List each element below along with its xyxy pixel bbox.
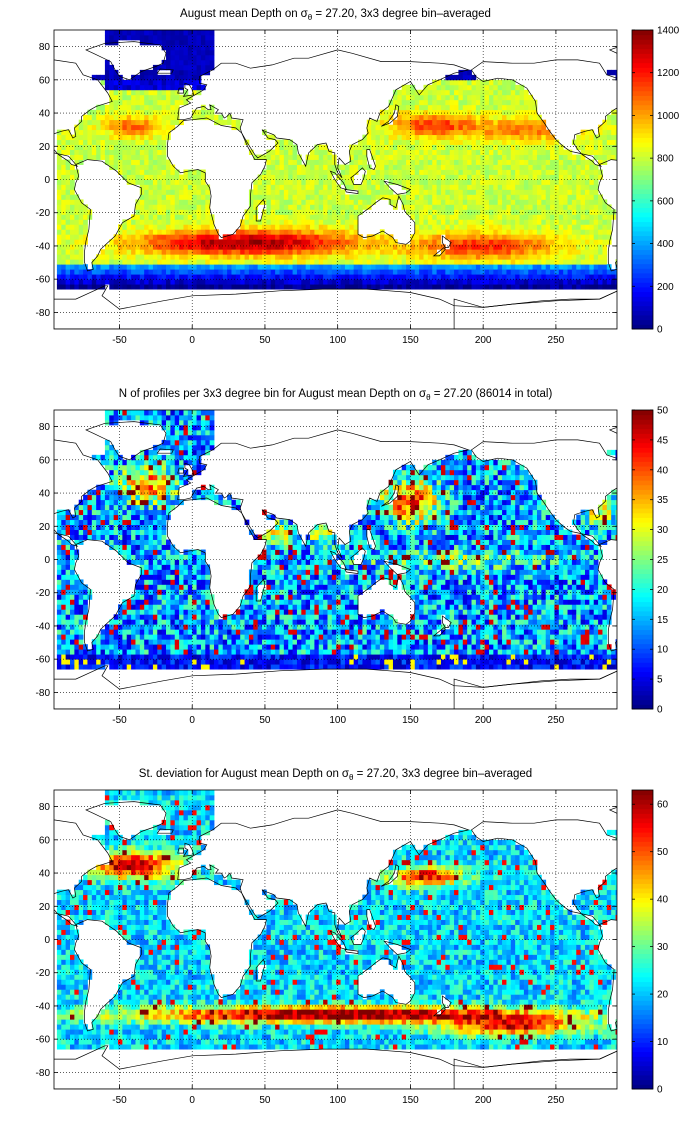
x-tick-label: 200 xyxy=(475,715,492,726)
x-tick-label: 50 xyxy=(259,715,271,726)
colorbar-tick-label: 1000 xyxy=(657,111,680,122)
y-tick-label: 60 xyxy=(39,75,51,86)
heatmap-cells xyxy=(56,410,617,670)
y-tick-label: 20 xyxy=(39,142,51,153)
colorbar: 0 5 10 15 20 25 30 35 40 45 50 xyxy=(631,406,669,716)
y-tick-label: -60 xyxy=(36,275,51,286)
colorbar-tick-label: 15 xyxy=(657,615,669,626)
x-tick-label: 200 xyxy=(475,335,492,346)
heatmap-cells xyxy=(56,30,617,290)
grid-lines xyxy=(54,790,617,1089)
chart-title: St. deviation for August mean Depth on σθ… xyxy=(139,768,532,782)
y-tick-label: -40 xyxy=(36,621,51,632)
x-tick-label: 250 xyxy=(548,1095,565,1106)
x-tick-label: 100 xyxy=(329,1095,346,1106)
y-tick-label: 80 xyxy=(39,802,51,813)
colorbar-tick-label: 800 xyxy=(657,154,674,165)
y-tick-label: -80 xyxy=(36,1068,51,1079)
y-tick-label: -20 xyxy=(36,968,51,979)
y-tick-label: 20 xyxy=(39,522,51,533)
colorbar-tick-label: 600 xyxy=(657,196,674,207)
y-tick-label: -40 xyxy=(36,1001,51,1012)
colorbar-tick-label: 20 xyxy=(657,990,669,1001)
x-tick-label: 250 xyxy=(548,335,565,346)
x-tick-label: -50 xyxy=(112,715,127,726)
colorbar: 0 200 400 600 800 1000 1200 1400 xyxy=(631,26,680,336)
colorbar-tick-label: 50 xyxy=(657,847,669,858)
x-tick-label: 0 xyxy=(189,715,195,726)
y-tick-label: 40 xyxy=(39,109,51,120)
colorbar-tick-label: 60 xyxy=(657,800,669,811)
colorbar-tick-label: 5 xyxy=(657,675,663,686)
x-tick-label: 100 xyxy=(329,715,346,726)
chart-title: N of profiles per 3x3 degree bin for Aug… xyxy=(119,388,553,402)
x-tick-label: 250 xyxy=(548,715,565,726)
heatmap-cells xyxy=(56,790,617,1050)
x-tick-label: 150 xyxy=(402,335,419,346)
grid-lines xyxy=(54,30,617,329)
colorbar-tick-label: 20 xyxy=(657,585,669,596)
x-tick-label: 0 xyxy=(189,1095,195,1106)
colorbar-tick-label: 35 xyxy=(657,495,669,506)
x-tick-label: -50 xyxy=(112,335,127,346)
y-tick-label: -60 xyxy=(36,655,51,666)
colorbar-tick-label: 50 xyxy=(657,406,669,417)
colorbar-tick-label: 10 xyxy=(657,1037,669,1048)
colorbar-tick-label: 0 xyxy=(657,1085,663,1096)
y-tick-label: -20 xyxy=(36,588,51,599)
colorbar-tick-label: 30 xyxy=(657,942,669,953)
x-tick-label: 100 xyxy=(329,335,346,346)
y-tick-label: 0 xyxy=(44,555,50,566)
colorbar-tick-label: 1400 xyxy=(657,26,680,37)
coastlines xyxy=(54,801,617,1089)
colorbar-tick-label: 30 xyxy=(657,525,669,536)
x-tick-label: 50 xyxy=(259,1095,271,1106)
x-tick-label: 150 xyxy=(402,715,419,726)
x-tick-label: 0 xyxy=(189,335,195,346)
coastlines xyxy=(54,421,617,709)
panel-1: August mean Depth on σθ = 27.20, 3x3 degr… xyxy=(36,8,680,346)
grid-lines xyxy=(54,410,617,709)
colorbar-tick-label: 200 xyxy=(657,282,674,293)
y-tick-label: 60 xyxy=(39,455,51,466)
colorbar-tick-label: 45 xyxy=(657,435,669,446)
colorbar-tick-label: 1200 xyxy=(657,68,680,79)
y-tick-label: -20 xyxy=(36,208,51,219)
colorbar-tick-label: 40 xyxy=(657,895,669,906)
y-tick-label: -40 xyxy=(36,241,51,252)
colorbar-tick-label: 0 xyxy=(657,705,663,716)
y-tick-label: 20 xyxy=(39,902,51,913)
chart-title: August mean Depth on σθ = 27.20, 3x3 degr… xyxy=(180,8,491,22)
y-tick-label: 60 xyxy=(39,835,51,846)
y-tick-label: 0 xyxy=(44,935,50,946)
y-tick-label: -80 xyxy=(36,308,51,319)
panel-2: N of profiles per 3x3 degree bin for Aug… xyxy=(36,388,669,726)
y-tick-label: 80 xyxy=(39,42,51,53)
y-tick-label: -60 xyxy=(36,1035,51,1046)
coastlines xyxy=(54,41,617,329)
panel-3: St. deviation for August mean Depth on σθ… xyxy=(36,768,669,1106)
y-tick-label: 0 xyxy=(44,175,50,186)
y-tick-label: 40 xyxy=(39,869,51,880)
y-tick-label: 80 xyxy=(39,422,51,433)
colorbar-tick-label: 0 xyxy=(657,325,663,336)
y-tick-label: 40 xyxy=(39,489,51,500)
colorbar-tick-label: 10 xyxy=(657,645,669,656)
x-tick-label: -50 xyxy=(112,1095,127,1106)
colorbar-tick-label: 25 xyxy=(657,555,669,566)
x-tick-label: 150 xyxy=(402,1095,419,1106)
colorbar: 0 10 20 30 40 50 60 xyxy=(631,789,669,1096)
x-tick-label: 50 xyxy=(259,335,271,346)
colorbar-tick-label: 400 xyxy=(657,239,674,250)
x-tick-label: 200 xyxy=(475,1095,492,1106)
colorbar-tick-label: 40 xyxy=(657,465,669,476)
y-tick-label: -80 xyxy=(36,688,51,699)
